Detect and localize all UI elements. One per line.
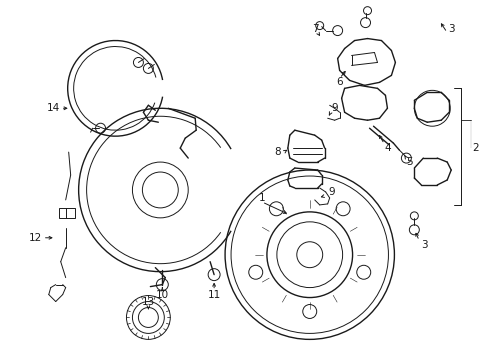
- Text: 2: 2: [471, 143, 477, 153]
- Text: 9: 9: [331, 103, 337, 113]
- Text: 9: 9: [327, 187, 334, 197]
- Text: 8: 8: [274, 147, 281, 157]
- Text: 1: 1: [258, 193, 264, 203]
- Text: 4: 4: [384, 143, 390, 153]
- Text: 11: 11: [207, 289, 220, 300]
- Text: 5: 5: [405, 157, 412, 167]
- Text: 3: 3: [447, 24, 453, 33]
- Text: 14: 14: [47, 103, 60, 113]
- Text: 13: 13: [142, 297, 155, 306]
- Text: 7: 7: [312, 24, 318, 33]
- Text: 3: 3: [420, 240, 427, 250]
- Text: 12: 12: [29, 233, 42, 243]
- Text: 6: 6: [336, 77, 342, 87]
- Text: 10: 10: [156, 289, 168, 300]
- Bar: [59, 208, 75, 218]
